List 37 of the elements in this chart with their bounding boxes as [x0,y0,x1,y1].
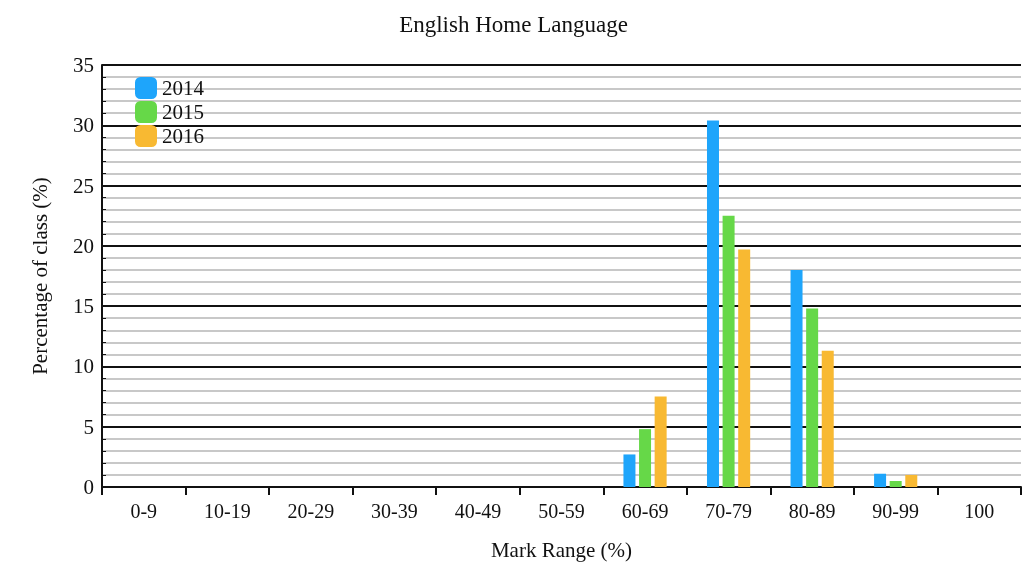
y-tick-label: 30 [73,113,94,138]
y-tick-label: 10 [73,354,94,379]
bar [623,454,636,487]
bar [821,350,834,487]
y-tick-label: 0 [83,475,94,499]
y-axis-title: Percentage of class (%) [27,177,52,375]
legend-label: 2016 [162,124,204,148]
y-tick-label: 15 [73,294,94,319]
x-tick-label: 100 [964,500,995,522]
x-tick-label: 40-49 [454,500,502,522]
bar [806,308,819,487]
bar [639,429,652,487]
y-tick-label: 5 [83,414,94,439]
bar [874,473,887,487]
chart-title: English Home Language [399,12,628,37]
x-tick-label: 60-69 [621,500,669,522]
bar [706,120,719,487]
bar [905,474,918,487]
bar [722,215,735,487]
x-tick-label: 0-9 [130,500,158,522]
y-tick-label: 25 [73,173,94,198]
x-tick-label: 80-89 [788,500,836,522]
bar [889,480,902,487]
x-tick-label: 30-39 [371,500,418,522]
x-tick-label: 20-29 [287,500,335,522]
bar [654,396,667,487]
x-tick-label: 70-79 [705,500,752,522]
x-tick-label: 90-99 [872,500,920,522]
legend-label: 2015 [162,100,204,124]
y-tick-label: 35 [73,53,94,77]
x-tick-label: 50-59 [538,500,585,522]
bar [738,249,751,487]
x-axis-title: Mark Range (%) [490,537,633,562]
legend-label: 2014 [162,76,205,100]
bar [790,269,803,487]
x-tick-label: 10-19 [203,500,251,522]
y-tick-label: 20 [73,233,94,258]
